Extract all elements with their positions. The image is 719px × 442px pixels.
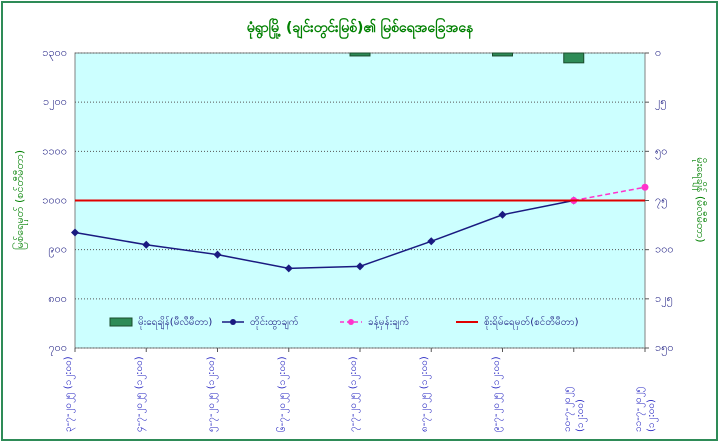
x-tick-label: ၁၀-၇-၂၀၂၅ (၁၂:၀၀)	[561, 386, 586, 432]
y2-axis-title: မိုးရေချိန် (မီလီမီတာ)	[692, 157, 707, 242]
point	[142, 240, 151, 249]
legend-label: တိုင်းထွာချက်	[250, 315, 299, 330]
series-line	[74, 199, 574, 270]
rain-bar	[349, 52, 371, 57]
y-tick-label: ၁၁၀၀	[42, 144, 67, 157]
legend-label: စိုးရိမ်ရေမှတ်(စင်တီမီတာ)	[484, 315, 579, 330]
x-tick-label: ၈-၇-၂၀၂၅ (၁၂:၀၀)	[419, 356, 431, 432]
y2-tick-label: ၁၂၅	[655, 292, 673, 307]
y-axis-title: မြစ်ရေမှတ် (စင်တီမီတာ)	[12, 150, 28, 250]
y2-tick-label: ၁၅၀	[655, 341, 674, 356]
x-tick-label: ၆-၇-၂၀၂၅ (၁၂:၀၀)	[276, 356, 288, 432]
y-tick-label: ၁၀၀၀	[42, 194, 67, 207]
point	[356, 262, 364, 271]
series-line	[573, 186, 646, 202]
rain-bar	[563, 52, 585, 64]
y-tick-label: ၁၂၀၀	[43, 95, 67, 110]
x-tick-label: ၅-၇-၂၀၂၅ (၁၂:၀၀)	[205, 356, 217, 432]
y2-tick-label: ၅၀	[655, 144, 667, 159]
y-tick-label: ၁၃၀၀	[42, 46, 67, 61]
x-tick-label: ၃-၇-၂၀၂၅ (၁၂:၀၀)	[63, 356, 74, 432]
point	[213, 250, 222, 259]
legend-swatch	[109, 317, 133, 327]
rain-bar	[492, 52, 513, 57]
legend-marker	[230, 319, 236, 325]
chart-title: မုံရွာမြို့ (ချင်းတွင်းမြစ်)၏ မြစ်ရေအခြေ…	[247, 18, 474, 39]
point	[427, 237, 436, 246]
y-tick-label: ၉၀၀	[48, 243, 67, 258]
legend-label: မိုးရေချိန်(မီလီမီတာ)	[138, 315, 212, 330]
legend-marker	[348, 319, 354, 325]
y2-tick-label: ၂၅	[655, 95, 667, 110]
x-tick-label: ၇-၇-၂၀၂၅ (၁၂:၀၀)	[348, 356, 359, 432]
y2-tick-label: ၁၀၀	[655, 243, 674, 256]
y-tick-label: ၇၀၀	[48, 341, 67, 356]
legend-label: ခန့်မှန်းချက်	[368, 315, 409, 330]
point	[641, 183, 649, 191]
x-tick-label: ၁၁-၇-၂၀၂၅ (၁၂:၀၀)	[633, 386, 657, 432]
x-tick-label: ၄-၇-၂၀၂၅ (၁၂:၀၀)	[134, 356, 146, 432]
point	[498, 210, 507, 219]
point	[71, 228, 79, 237]
y2-tick-label: ၀	[655, 46, 661, 59]
y2-tick-label: ၇၅	[655, 194, 667, 209]
point	[284, 264, 293, 273]
x-tick-label: ၉-၇-၂၀၂၅ (၁၂:၀၀)	[490, 356, 502, 432]
y-tick-label: ၈၀၀	[48, 292, 67, 305]
